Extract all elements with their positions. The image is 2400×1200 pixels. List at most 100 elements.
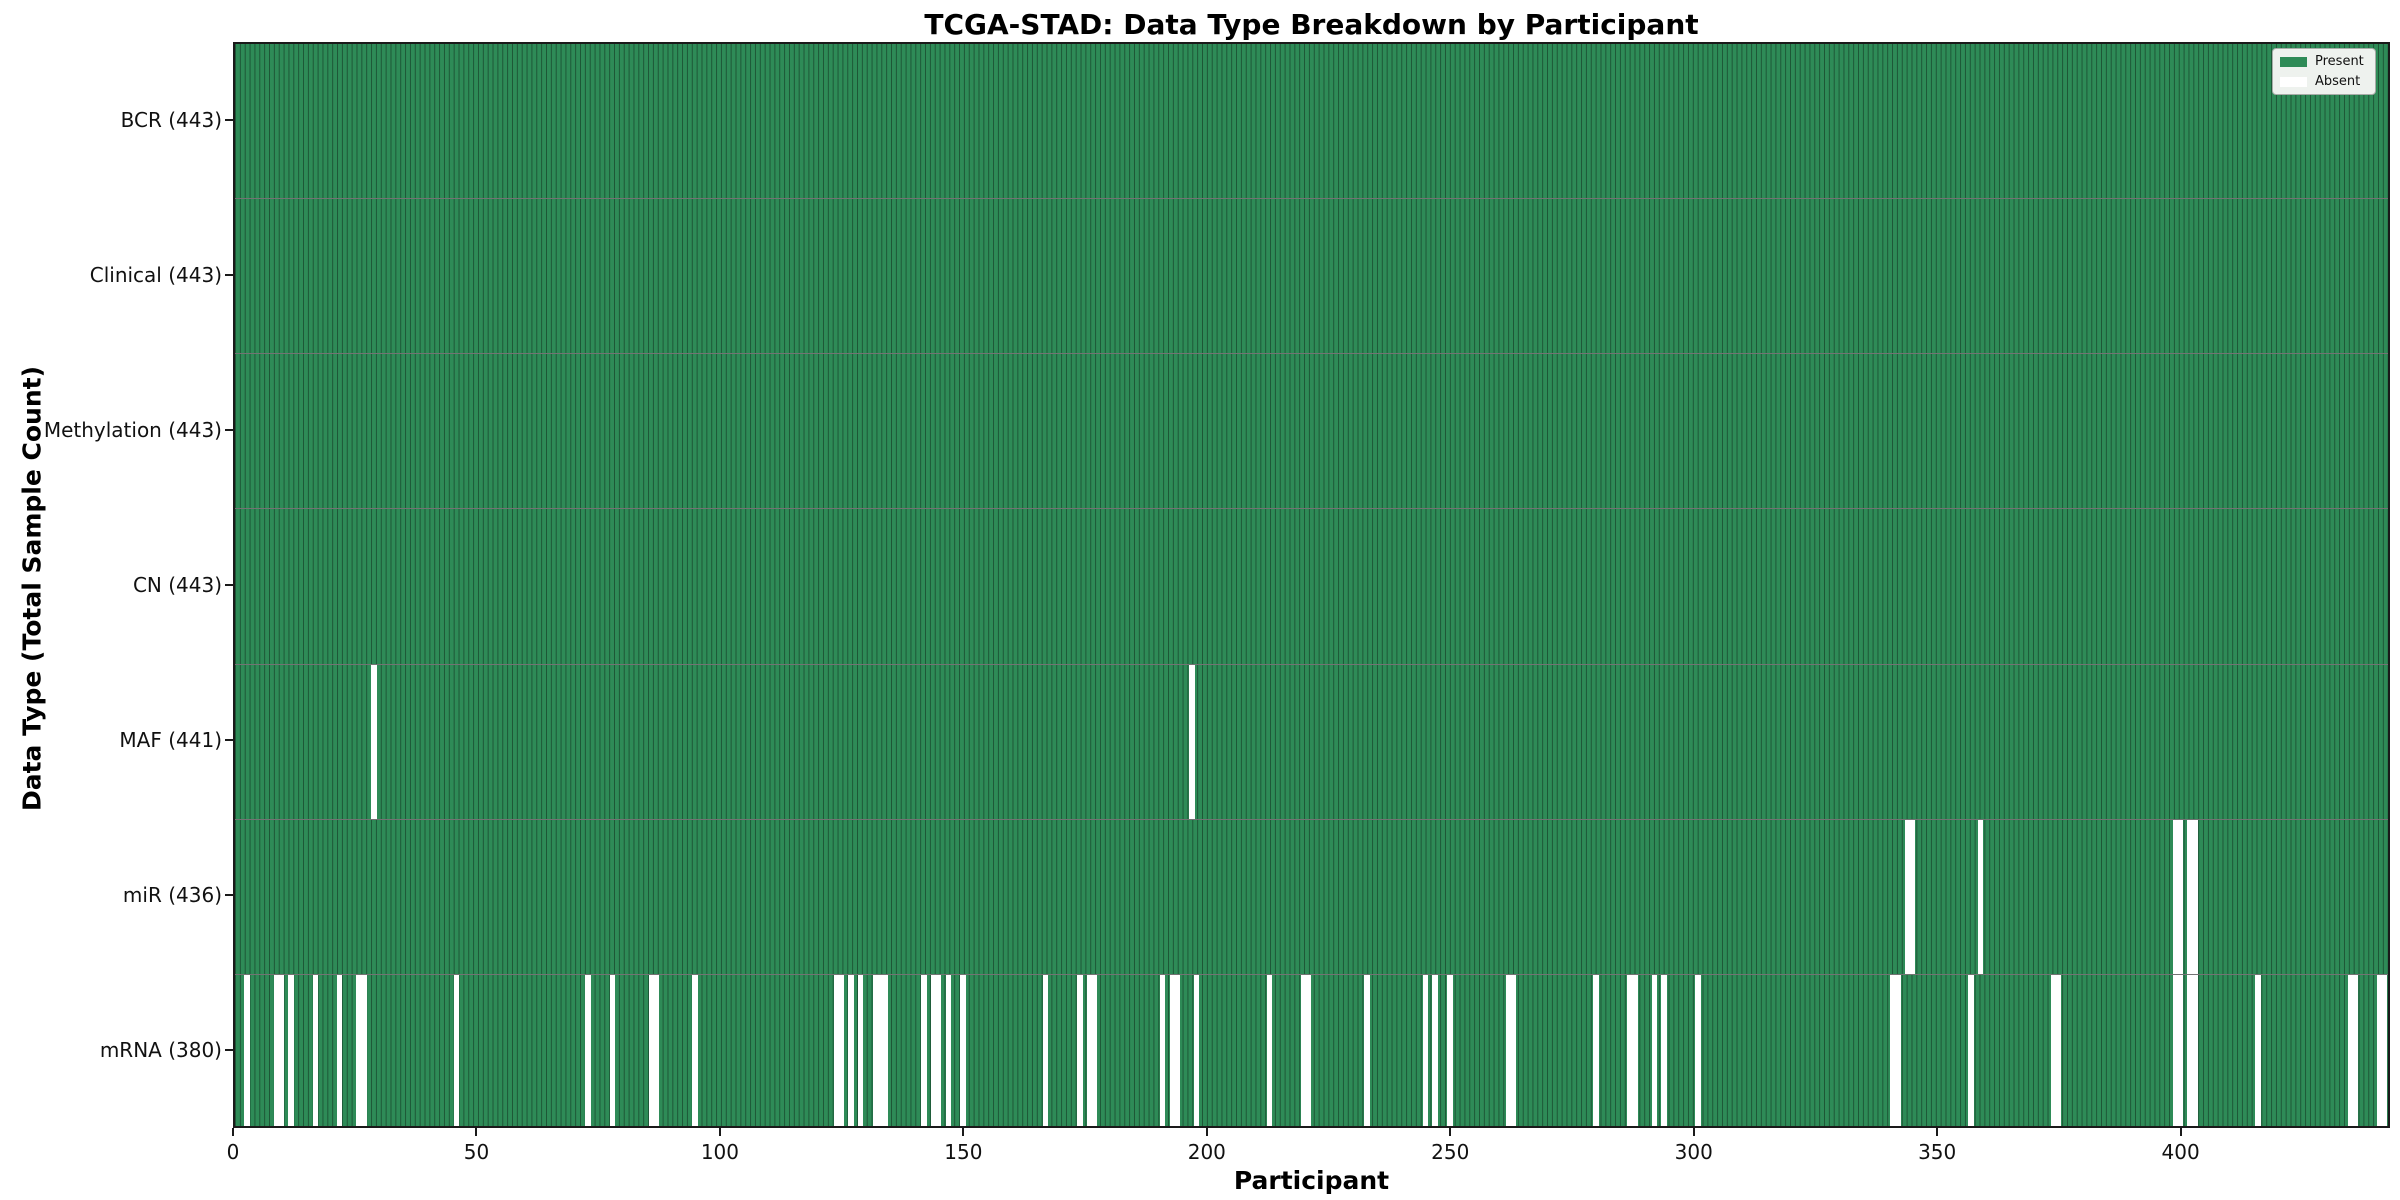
absent-cell	[2177, 974, 2183, 1126]
absent-cell	[1661, 974, 1667, 1126]
chart-title: TCGA-STAD: Data Type Breakdown by Partic…	[924, 8, 1699, 41]
absent-cell	[1189, 664, 1195, 819]
absent-cell	[244, 974, 250, 1126]
absent-cell	[2172, 974, 2179, 1126]
absent-cell	[1632, 974, 1638, 1126]
x-axis-label: Participant	[1233, 1166, 1390, 1195]
absent-cell	[872, 974, 879, 1126]
present-cells	[235, 44, 2388, 199]
absent-cell	[2187, 819, 2193, 974]
x-tick-mark	[1936, 1128, 1939, 1136]
absent-cell	[1695, 974, 1701, 1126]
x-tick-400: 400	[2161, 1140, 2200, 1164]
y-tick-miR: miR (436)	[122, 883, 222, 908]
x-tick-mark	[962, 1128, 965, 1136]
absent-swatch-icon	[2280, 76, 2307, 87]
absent-cell	[882, 974, 888, 1126]
absent-cell	[1042, 974, 1049, 1126]
absent-cell	[857, 974, 864, 1126]
x-tick-100: 100	[700, 1140, 739, 1164]
present-cells	[235, 974, 2388, 1126]
heatmap-row-mRNA	[235, 974, 2388, 1126]
y-tick-mark	[225, 273, 233, 276]
absent-cell	[1266, 974, 1273, 1126]
absent-cell	[273, 974, 280, 1126]
absent-cell	[585, 974, 591, 1126]
heatmap-row-CN	[235, 509, 2388, 665]
absent-cell	[833, 974, 840, 1126]
y-tick-MAF: MAF (441)	[119, 728, 222, 753]
x-tick-mark	[718, 1128, 721, 1136]
present-cells	[235, 819, 2388, 974]
legend-entry-present: Present	[2280, 54, 2368, 69]
present-cells	[235, 199, 2388, 354]
absent-cell	[2050, 974, 2057, 1126]
absent-cell	[653, 974, 659, 1126]
absent-cell	[1968, 974, 1974, 1126]
absent-cell	[1169, 974, 1176, 1126]
heatmap-row-BCR	[235, 44, 2388, 200]
y-tick-Methylation: Methylation (443)	[43, 417, 222, 442]
absent-cell	[1422, 974, 1429, 1126]
x-tick-150: 150	[944, 1140, 983, 1164]
heatmap-row-Clinical	[235, 199, 2388, 355]
absent-cell	[1505, 974, 1511, 1126]
absent-cell	[1432, 974, 1438, 1126]
present-cells	[235, 664, 2388, 819]
absent-cell	[1651, 974, 1658, 1126]
x-tick-mark	[475, 1128, 478, 1136]
absent-cell	[692, 974, 698, 1126]
absent-cell	[1174, 974, 1180, 1126]
x-tick-mark	[1449, 1128, 1452, 1136]
absent-cell	[1895, 974, 1901, 1126]
absent-cell	[1904, 819, 1911, 974]
absent-cell	[848, 974, 854, 1126]
absent-cell	[609, 974, 616, 1126]
absent-cell	[2255, 974, 2261, 1126]
absent-cell	[336, 974, 343, 1126]
absent-cell	[1077, 974, 1083, 1126]
absent-cell	[921, 974, 927, 1126]
absent-cell	[648, 974, 655, 1126]
x-tick-300: 300	[1674, 1140, 1713, 1164]
y-axis-label: Data Type (Total Sample Count)	[17, 365, 47, 812]
absent-cell	[935, 974, 942, 1126]
heatmap-plot	[233, 42, 2390, 1128]
absent-cell	[2187, 974, 2193, 1126]
y-tick-mRNA: mRNA (380)	[99, 1038, 222, 1063]
y-tick-BCR: BCR (443)	[120, 107, 222, 132]
absent-cell	[930, 974, 937, 1126]
y-tick-mark	[225, 118, 233, 121]
absent-cell	[2177, 819, 2183, 974]
absent-cell	[288, 974, 294, 1126]
x-tick-250: 250	[1431, 1140, 1470, 1164]
absent-cell	[838, 974, 844, 1126]
y-tick-mark	[225, 584, 233, 586]
absent-cell	[1977, 819, 1984, 974]
absent-cell	[1447, 974, 1453, 1126]
legend-entry-absent: Absent	[2280, 74, 2368, 89]
legend-label-present: Present	[2315, 54, 2364, 69]
absent-cell	[2352, 974, 2359, 1126]
x-tick-50: 50	[463, 1140, 490, 1164]
absent-cell	[1086, 974, 1093, 1126]
y-tick-mark	[225, 1049, 233, 1052]
absent-cell	[278, 974, 284, 1126]
y-tick-Clinical: Clinical (443)	[89, 262, 222, 287]
heatmap-row-Methylation	[235, 354, 2388, 510]
legend: Present Absent	[2272, 48, 2376, 95]
absent-cell	[312, 974, 319, 1126]
absent-cell	[1091, 974, 1098, 1126]
y-tick-mark	[225, 739, 233, 742]
absent-cell	[1627, 974, 1633, 1126]
absent-cell	[1909, 819, 1916, 974]
absent-cell	[2377, 974, 2383, 1126]
absent-cell	[945, 974, 952, 1126]
absent-cell	[1510, 974, 1516, 1126]
heatmap-row-miR	[235, 819, 2388, 975]
x-tick-0: 0	[226, 1140, 240, 1164]
y-tick-mark	[225, 894, 233, 897]
present-swatch-icon	[2280, 56, 2307, 67]
absent-cell	[1301, 974, 1307, 1126]
x-tick-350: 350	[1918, 1140, 1957, 1164]
